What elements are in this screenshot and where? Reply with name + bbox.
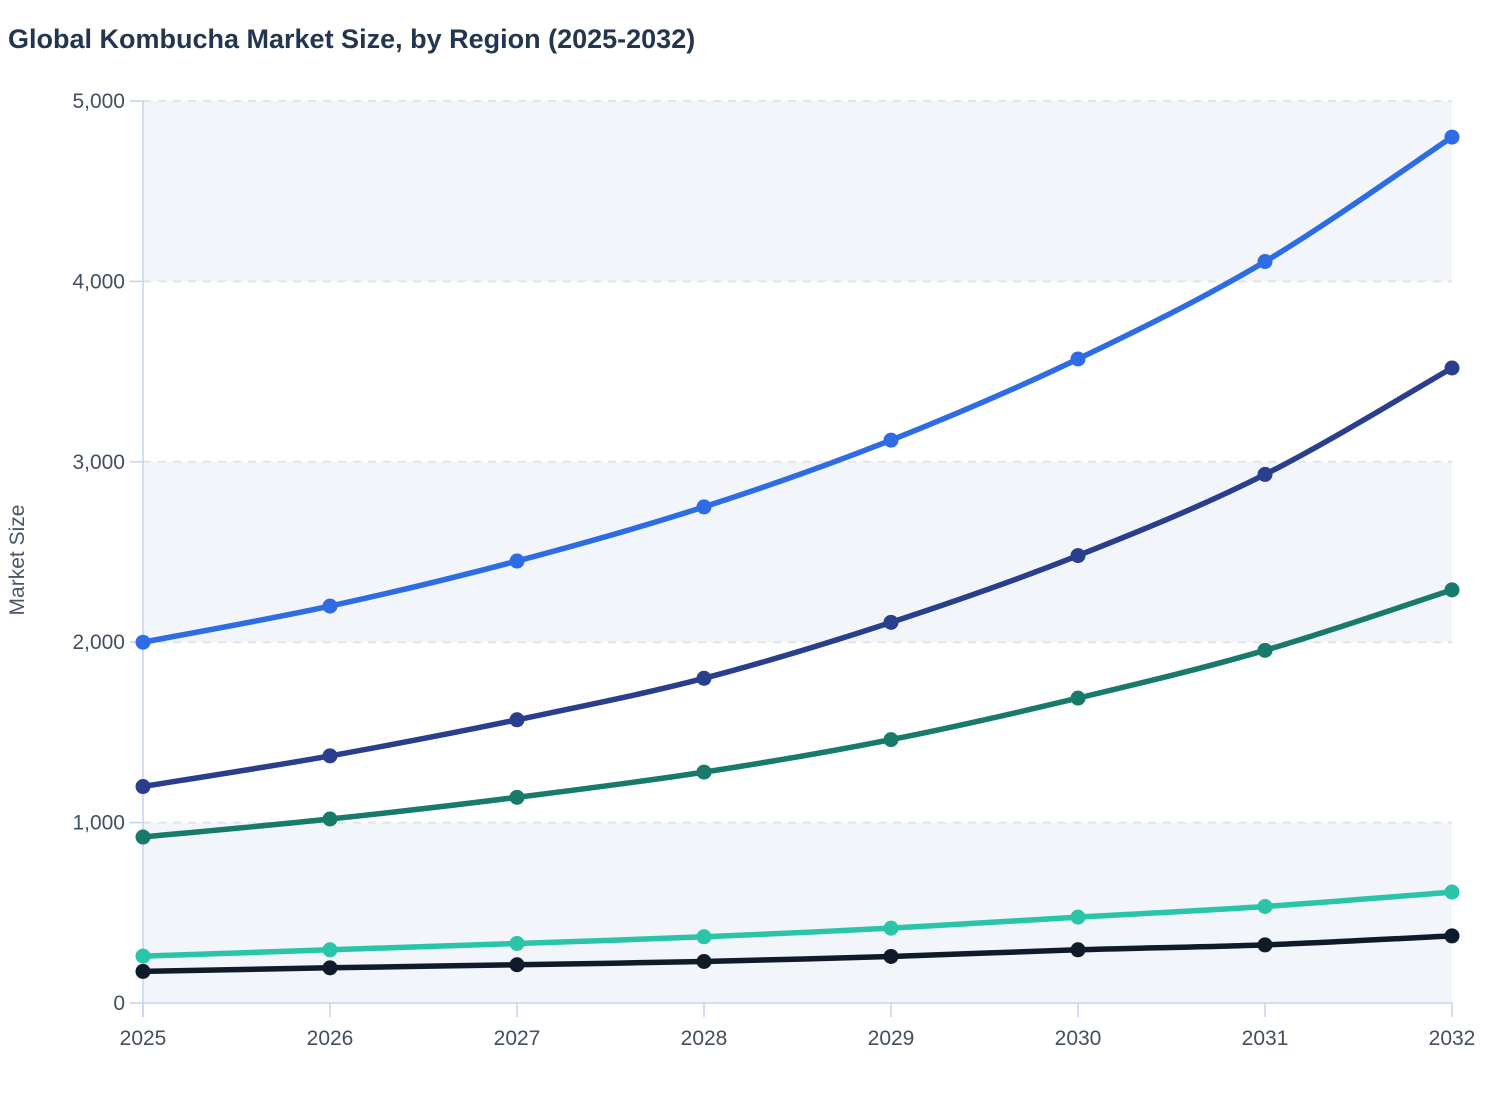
series-line-line-bright-blue	[140, 134, 1455, 645]
y-axis-title-text: Market Size	[6, 504, 29, 616]
data-point-line-turquoise-2026[interactable]	[322, 942, 338, 958]
y-tick-label: 0	[113, 992, 125, 1015]
data-point-line-bright-blue-2031[interactable]	[1257, 254, 1273, 270]
data-point-line-bright-blue-2027[interactable]	[509, 553, 525, 569]
data-point-line-sea-green-2029[interactable]	[883, 732, 899, 748]
data-point-line-sea-green-2025[interactable]	[135, 829, 151, 845]
data-point-line-dark-navy-2031[interactable]	[1257, 937, 1273, 953]
series-line-line-turquoise	[140, 889, 1455, 959]
data-point-line-bright-blue-2032[interactable]	[1444, 129, 1460, 145]
data-point-line-turquoise-2031[interactable]	[1257, 898, 1273, 914]
data-point-line-dark-navy-2032[interactable]	[1444, 928, 1460, 944]
data-point-line-navy-2025[interactable]	[135, 779, 151, 795]
chart-title: Global Kombucha Market Size, by Region (…	[8, 24, 696, 55]
data-point-line-dark-navy-2028[interactable]	[696, 954, 712, 970]
data-point-line-sea-green-2032[interactable]	[1444, 582, 1460, 598]
data-point-line-navy-2026[interactable]	[322, 748, 338, 764]
data-point-line-bright-blue-2028[interactable]	[696, 499, 712, 515]
data-point-line-bright-blue-2029[interactable]	[883, 432, 899, 448]
y-tick-label: 3,000	[72, 451, 125, 474]
data-point-line-turquoise-2027[interactable]	[509, 935, 525, 951]
data-point-line-turquoise-2029[interactable]	[883, 920, 899, 936]
data-point-line-sea-green-2031[interactable]	[1257, 642, 1273, 658]
x-tick-label: 2030	[1055, 1027, 1102, 1050]
x-tick-label: 2028	[681, 1027, 728, 1050]
data-point-line-bright-blue-2030[interactable]	[1070, 351, 1086, 367]
plot-band	[143, 461, 1452, 643]
series-line-line-navy	[140, 365, 1455, 790]
data-point-line-navy-2032[interactable]	[1444, 360, 1460, 376]
data-point-line-navy-2027[interactable]	[509, 712, 525, 728]
data-point-line-bright-blue-2025[interactable]	[135, 634, 151, 650]
x-tick-label: 2026	[307, 1027, 354, 1050]
data-point-line-navy-2030[interactable]	[1070, 548, 1086, 564]
x-tick-label: 2025	[120, 1027, 167, 1050]
series-line-line-sea-green	[140, 587, 1455, 840]
x-tick-label: 2032	[1429, 1027, 1476, 1050]
data-point-line-dark-navy-2026[interactable]	[322, 960, 338, 976]
x-tick-label: 2027	[494, 1027, 541, 1050]
data-point-line-turquoise-2025[interactable]	[135, 948, 151, 964]
data-point-line-navy-2029[interactable]	[883, 614, 899, 630]
y-tick-label: 5,000	[72, 90, 125, 113]
data-point-line-dark-navy-2025[interactable]	[135, 963, 151, 979]
data-point-line-turquoise-2032[interactable]	[1444, 884, 1460, 900]
y-tick-label: 4,000	[72, 270, 125, 293]
data-point-line-bright-blue-2026[interactable]	[322, 598, 338, 614]
x-tick-label: 2029	[868, 1027, 915, 1050]
data-point-line-sea-green-2026[interactable]	[322, 811, 338, 827]
data-point-line-turquoise-2030[interactable]	[1070, 909, 1086, 925]
data-point-line-dark-navy-2027[interactable]	[509, 957, 525, 973]
data-point-line-turquoise-2028[interactable]	[696, 929, 712, 945]
data-point-line-sea-green-2028[interactable]	[696, 764, 712, 780]
data-point-line-navy-2031[interactable]	[1257, 466, 1273, 482]
series-line-line-dark-navy	[140, 933, 1455, 975]
y-tick-label: 1,000	[72, 812, 125, 835]
plot-band	[143, 822, 1452, 1003]
data-point-line-navy-2028[interactable]	[696, 670, 712, 686]
data-point-line-dark-navy-2030[interactable]	[1070, 942, 1086, 958]
data-point-line-sea-green-2030[interactable]	[1070, 690, 1086, 706]
plot-band	[143, 101, 1452, 282]
data-point-line-dark-navy-2029[interactable]	[883, 948, 899, 964]
x-tick-label: 2031	[1242, 1027, 1289, 1050]
data-point-line-sea-green-2027[interactable]	[509, 789, 525, 805]
y-tick-label: 2,000	[72, 631, 125, 654]
